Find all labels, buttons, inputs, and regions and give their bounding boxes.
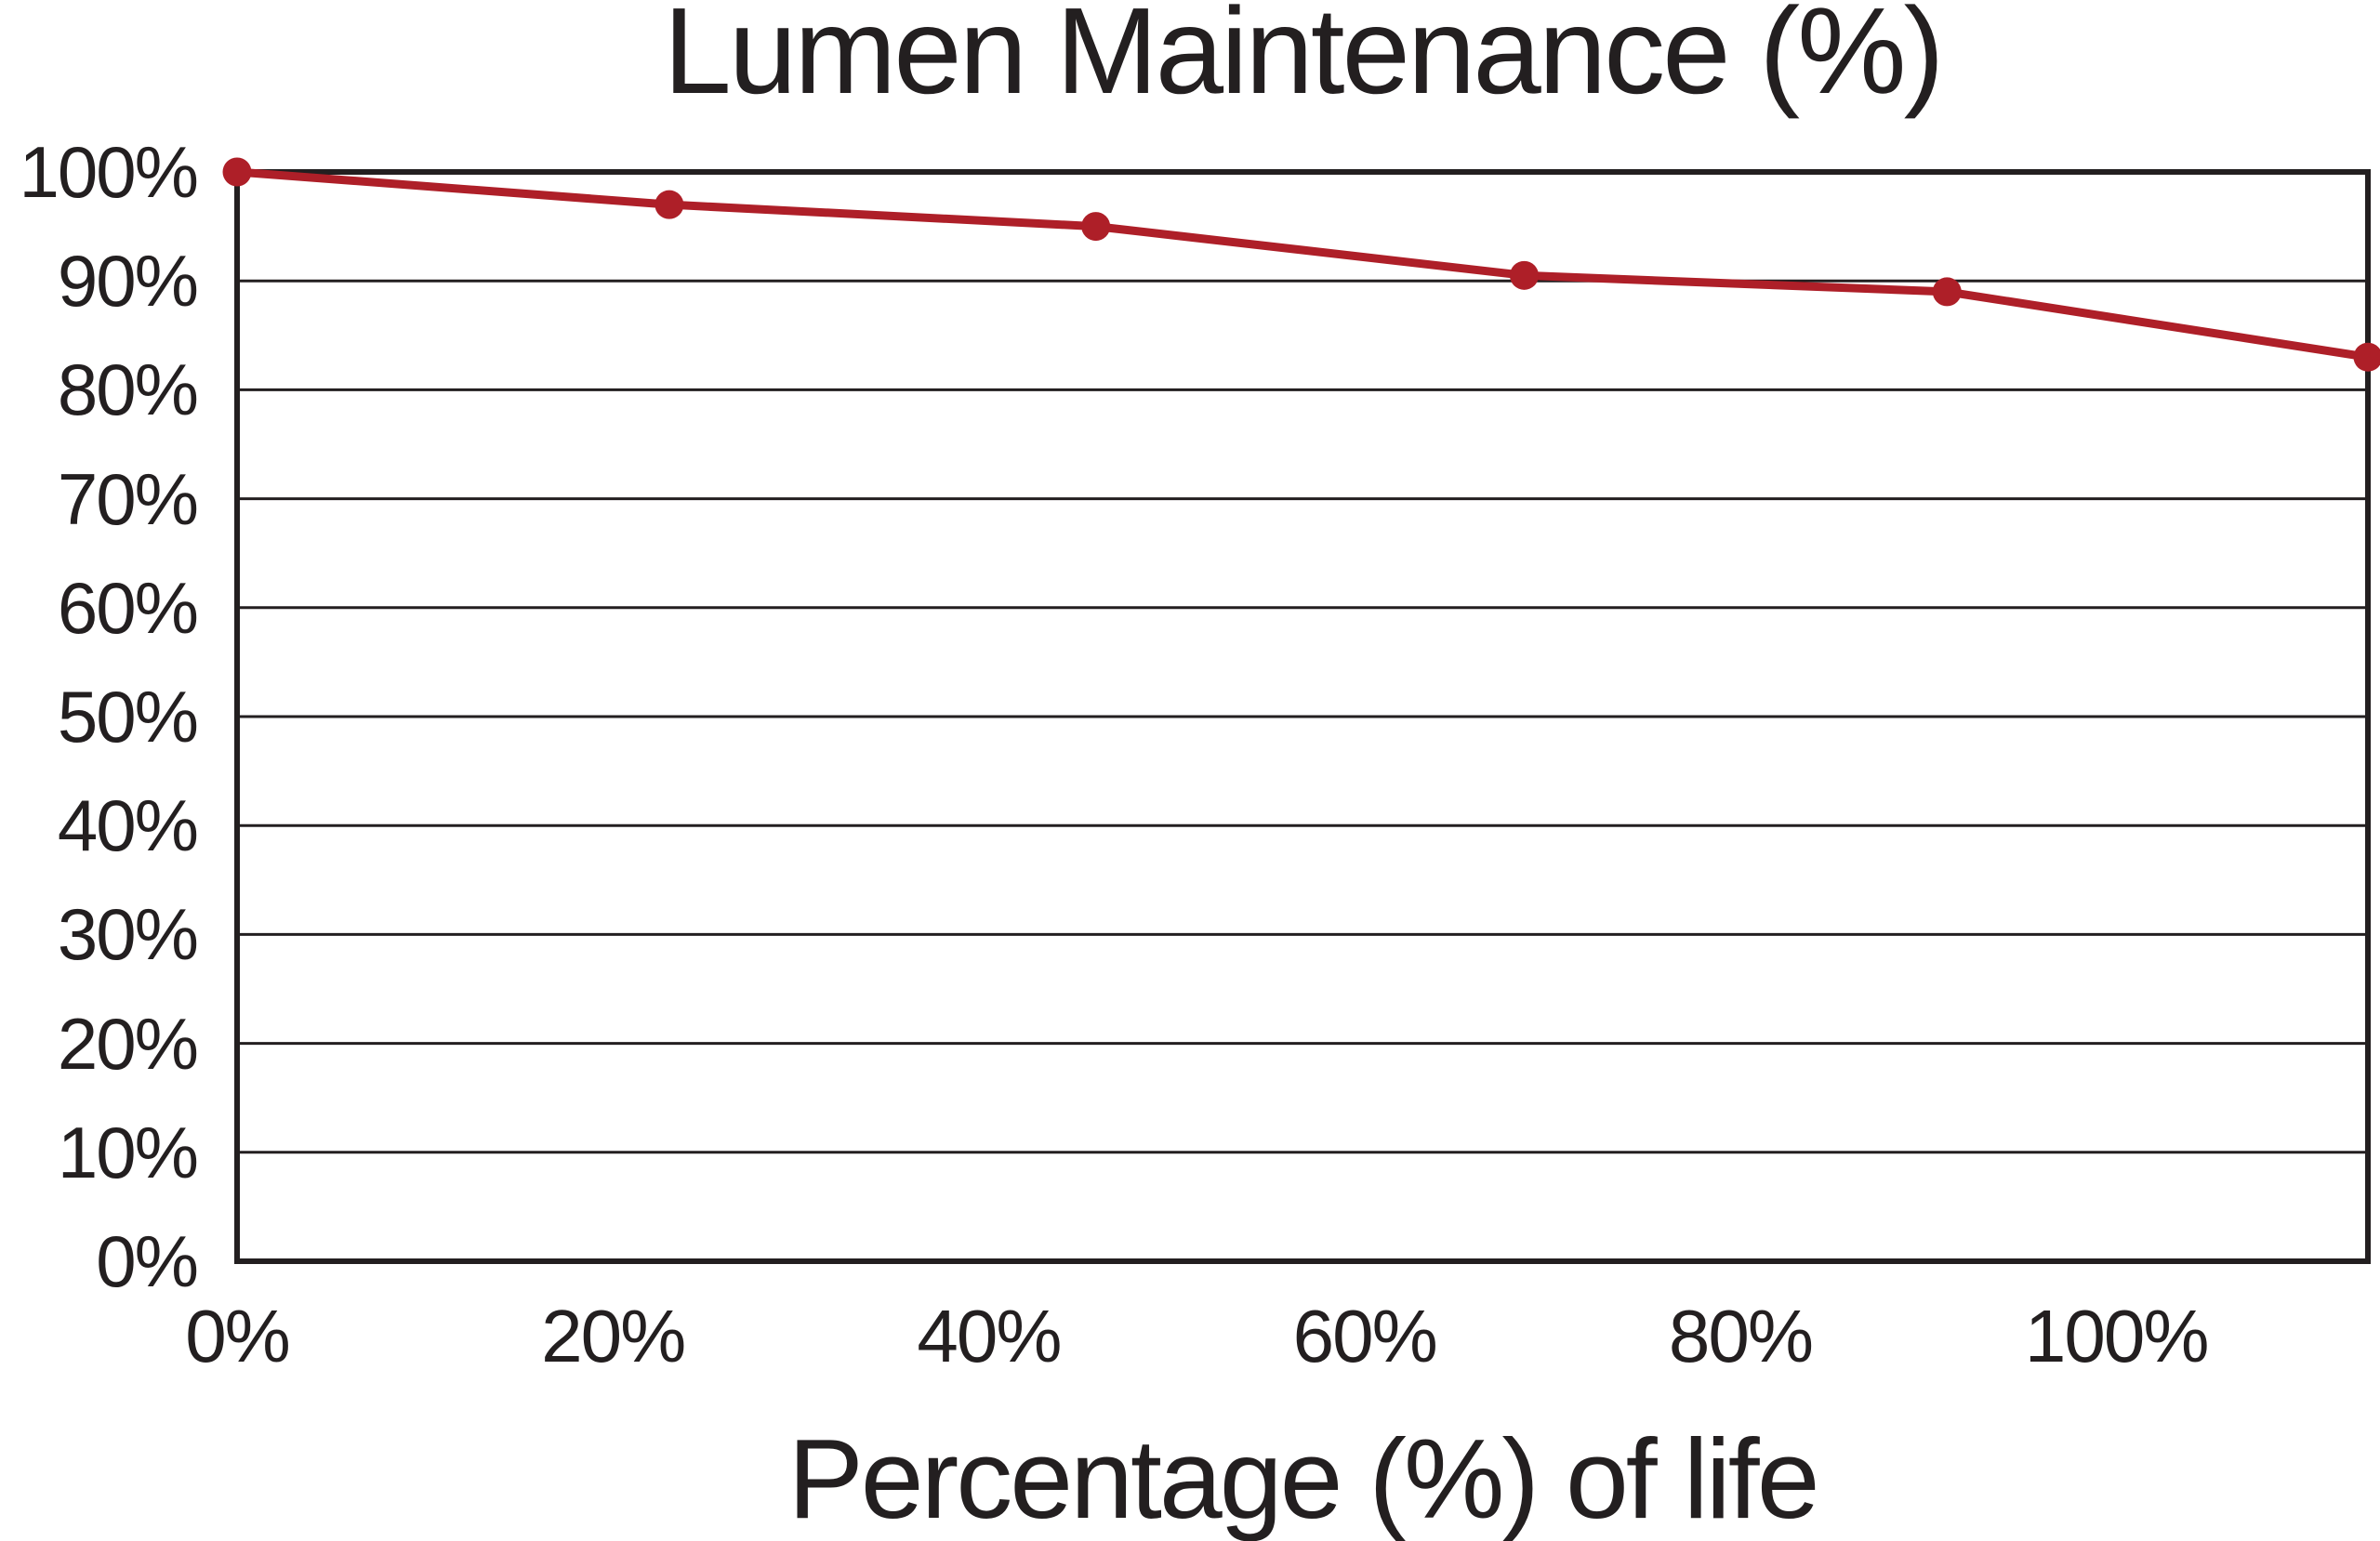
y-tick-label: 70% xyxy=(57,457,199,540)
data-point xyxy=(1081,212,1111,242)
data-point xyxy=(654,190,684,219)
y-tick-label: 0% xyxy=(96,1220,199,1302)
x-tick-label: 80% xyxy=(1668,1295,1814,1377)
x-tick-label: 20% xyxy=(541,1295,686,1377)
x-tick-label: 0% xyxy=(185,1295,291,1377)
x-tick-label: 60% xyxy=(1292,1295,1438,1377)
y-tick-label: 80% xyxy=(57,349,199,431)
series-line xyxy=(236,167,2369,362)
y-tick-label: 100% xyxy=(19,131,200,213)
y-tick-label: 30% xyxy=(57,893,199,976)
chart-title: Lumen Maintenance (%) xyxy=(663,0,1944,119)
data-point xyxy=(1932,277,1962,307)
y-tick-label: 90% xyxy=(57,240,199,323)
y-tick-label: 60% xyxy=(57,566,199,649)
data-point xyxy=(1509,260,1539,290)
x-tick-label: 100% xyxy=(2024,1295,2210,1377)
x-axis-title: Percentage (%) of life xyxy=(787,1416,1819,1541)
plot-border xyxy=(234,169,2371,1264)
y-tick-label: 50% xyxy=(57,676,199,757)
data-point xyxy=(222,157,252,187)
x-tick-label: 40% xyxy=(917,1295,1062,1377)
y-tick-label: 20% xyxy=(57,1002,199,1085)
y-tick-label: 10% xyxy=(57,1111,199,1193)
y-tick-label: 40% xyxy=(57,784,199,867)
data-point xyxy=(2353,342,2380,372)
